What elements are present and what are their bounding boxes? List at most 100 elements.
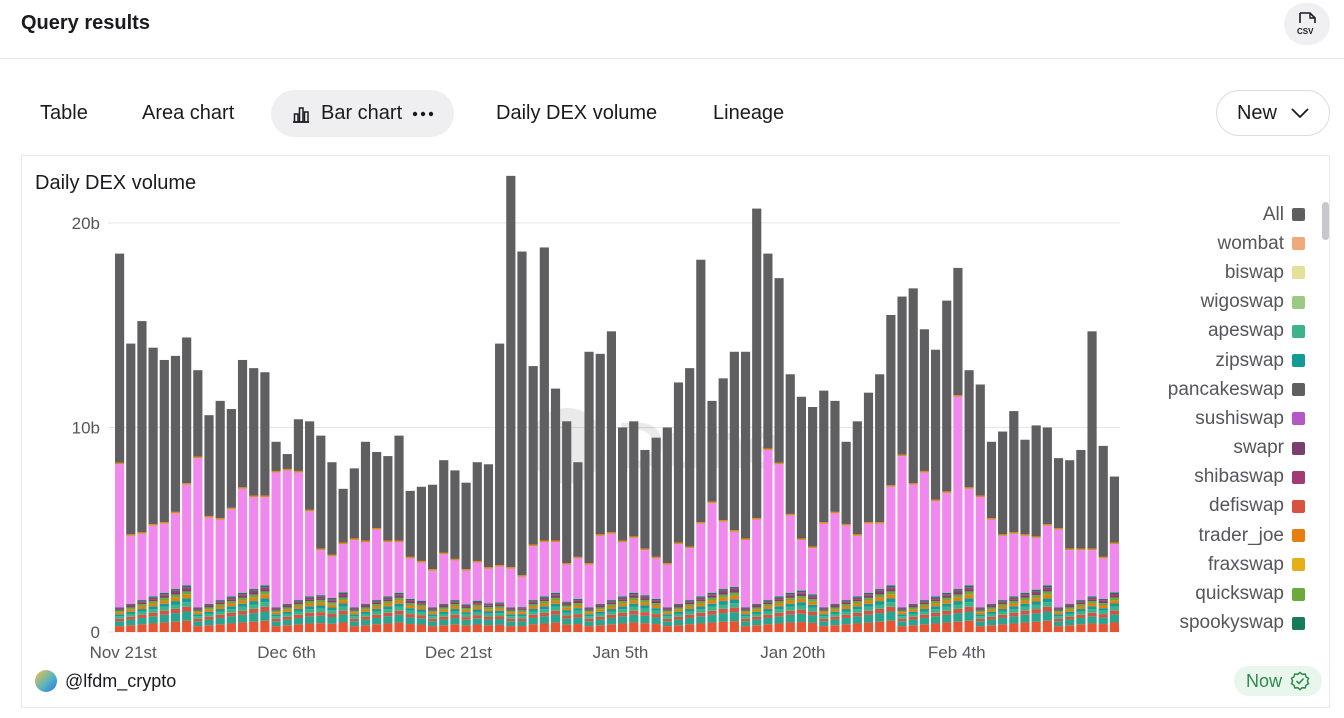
tab-table[interactable]: Table — [40, 102, 88, 124]
bar-segment — [137, 624, 147, 632]
bar-segment-line — [126, 534, 136, 536]
bar-segment — [115, 612, 125, 615]
legend-item[interactable]: wombat — [1142, 229, 1322, 258]
bar-segment — [1087, 616, 1097, 624]
query-author[interactable]: @lfdm_crypto — [35, 670, 176, 692]
bar-segment-dark — [796, 396, 807, 539]
bar-segment — [327, 607, 337, 611]
bar-segment — [159, 606, 169, 611]
bar-segment-line — [383, 540, 393, 542]
bar-segment — [472, 609, 482, 612]
legend-item[interactable]: zipswap — [1142, 346, 1322, 375]
download-csv-button[interactable]: CSV — [1284, 3, 1330, 45]
bar-segment-line — [327, 554, 337, 557]
bar-segment — [506, 614, 516, 617]
bar-segment — [975, 626, 985, 632]
legend-item[interactable]: All — [1142, 200, 1322, 229]
bar-segment — [662, 612, 672, 615]
legend-item[interactable]: pancakeswap — [1142, 375, 1322, 404]
bar-segment — [707, 600, 717, 604]
legend-item[interactable]: quickswap — [1142, 579, 1322, 608]
bar-segment — [137, 602, 147, 605]
bar-segment-dark — [204, 415, 214, 516]
new-visualization-button[interactable]: New — [1216, 90, 1330, 136]
legend-item[interactable]: trader_joe — [1142, 521, 1322, 550]
legend-item[interactable]: spookyswap — [1142, 609, 1322, 632]
bar-segment — [740, 618, 751, 622]
bar-segment — [305, 609, 315, 613]
bar-segment — [1053, 612, 1064, 615]
bar-segment — [483, 625, 494, 632]
bar-segment — [293, 602, 304, 605]
bar-segment — [953, 589, 963, 591]
bar-segment-pink — [1009, 533, 1019, 597]
bar-segment — [539, 606, 549, 610]
legend-item[interactable]: sushiswap — [1142, 404, 1322, 433]
bar-segment-line — [360, 540, 371, 542]
bar-segment-pink — [237, 488, 248, 593]
bar-segment — [383, 601, 393, 604]
bar-segment-line — [427, 569, 438, 571]
bar-segment-line — [1109, 542, 1119, 545]
bar-segment — [450, 611, 460, 615]
tab-daily-dex-volume[interactable]: Daily DEX volume — [496, 102, 658, 124]
bar-segment — [1065, 604, 1075, 607]
bar-segment-line — [752, 518, 762, 520]
legend-item[interactable]: swapr — [1142, 434, 1322, 463]
bar-segment-pink — [439, 554, 449, 604]
bar-segment — [673, 613, 684, 617]
legend-label: wigoswap — [1200, 291, 1284, 313]
legend-item[interactable]: shibaswap — [1142, 463, 1322, 492]
bar-segment — [517, 616, 527, 619]
bar-segment-pink — [338, 544, 348, 593]
bar-segment-dark — [830, 400, 840, 512]
bar-segment — [651, 600, 661, 602]
bar-segment-pink — [495, 566, 505, 603]
bar-segment — [226, 596, 236, 598]
bar-segment — [427, 614, 438, 617]
bar-segment — [1053, 621, 1064, 627]
legend-item[interactable]: biswap — [1142, 258, 1322, 287]
bar-segment — [897, 610, 907, 613]
bar-segment — [819, 607, 829, 609]
bar-segment — [1087, 609, 1097, 613]
legend-item[interactable]: defiswap — [1142, 492, 1322, 521]
bar-segment-line — [953, 395, 963, 397]
legend-item[interactable]: fraxswap — [1142, 550, 1322, 579]
tab-area-chart[interactable]: Area chart — [142, 102, 235, 124]
tab-bar-chart[interactable]: Bar chart — [271, 90, 455, 137]
bar-segment — [148, 606, 158, 610]
bar-segment-dark — [528, 366, 538, 545]
legend-item[interactable]: apeswap — [1142, 317, 1322, 346]
bar-segment — [629, 594, 639, 596]
bar-segment-pink — [897, 456, 907, 608]
legend-item[interactable]: wigoswap — [1142, 288, 1322, 317]
bar-segment-dark — [293, 419, 304, 471]
bar-segment — [115, 621, 125, 627]
status-label: Now — [1246, 670, 1283, 691]
bar-segment — [651, 614, 661, 618]
bar-segment — [640, 608, 650, 613]
bar-segment — [841, 617, 851, 625]
bar-segment — [506, 610, 516, 613]
bar-segment — [461, 607, 471, 610]
bar-segment — [729, 586, 739, 589]
bar-segment-dark — [1109, 476, 1119, 543]
bar-segment — [182, 611, 192, 621]
bar-segment — [774, 601, 784, 604]
bar-segment — [450, 602, 460, 605]
legend-scrollbar[interactable] — [1322, 202, 1329, 240]
bar-segment-dark — [729, 351, 739, 531]
bar-segment — [439, 613, 449, 617]
bar-segment — [550, 622, 561, 632]
tab-lineage[interactable]: Lineage — [713, 102, 785, 124]
bar-segment — [1020, 610, 1030, 615]
bar-segment — [282, 613, 292, 617]
bar-segment — [1087, 603, 1097, 607]
bar-segment-pink — [137, 533, 147, 601]
bar-segment — [1087, 596, 1097, 598]
more-dots-icon[interactable] — [412, 111, 434, 117]
bar-segment-line — [975, 495, 985, 497]
bar-segment-line — [763, 448, 773, 450]
bar-segment-pink — [282, 470, 292, 604]
